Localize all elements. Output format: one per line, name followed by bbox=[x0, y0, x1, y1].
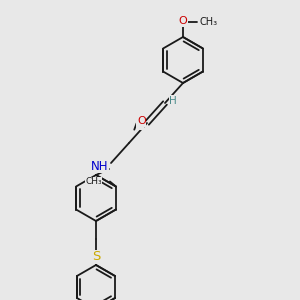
Text: H: H bbox=[136, 119, 144, 129]
Text: O: O bbox=[178, 16, 188, 26]
Text: S: S bbox=[92, 250, 100, 263]
Text: NH: NH bbox=[91, 160, 108, 172]
Text: H: H bbox=[169, 96, 177, 106]
Text: CH₃: CH₃ bbox=[200, 17, 218, 27]
Text: CH₃: CH₃ bbox=[85, 177, 102, 186]
Text: O: O bbox=[137, 116, 146, 126]
